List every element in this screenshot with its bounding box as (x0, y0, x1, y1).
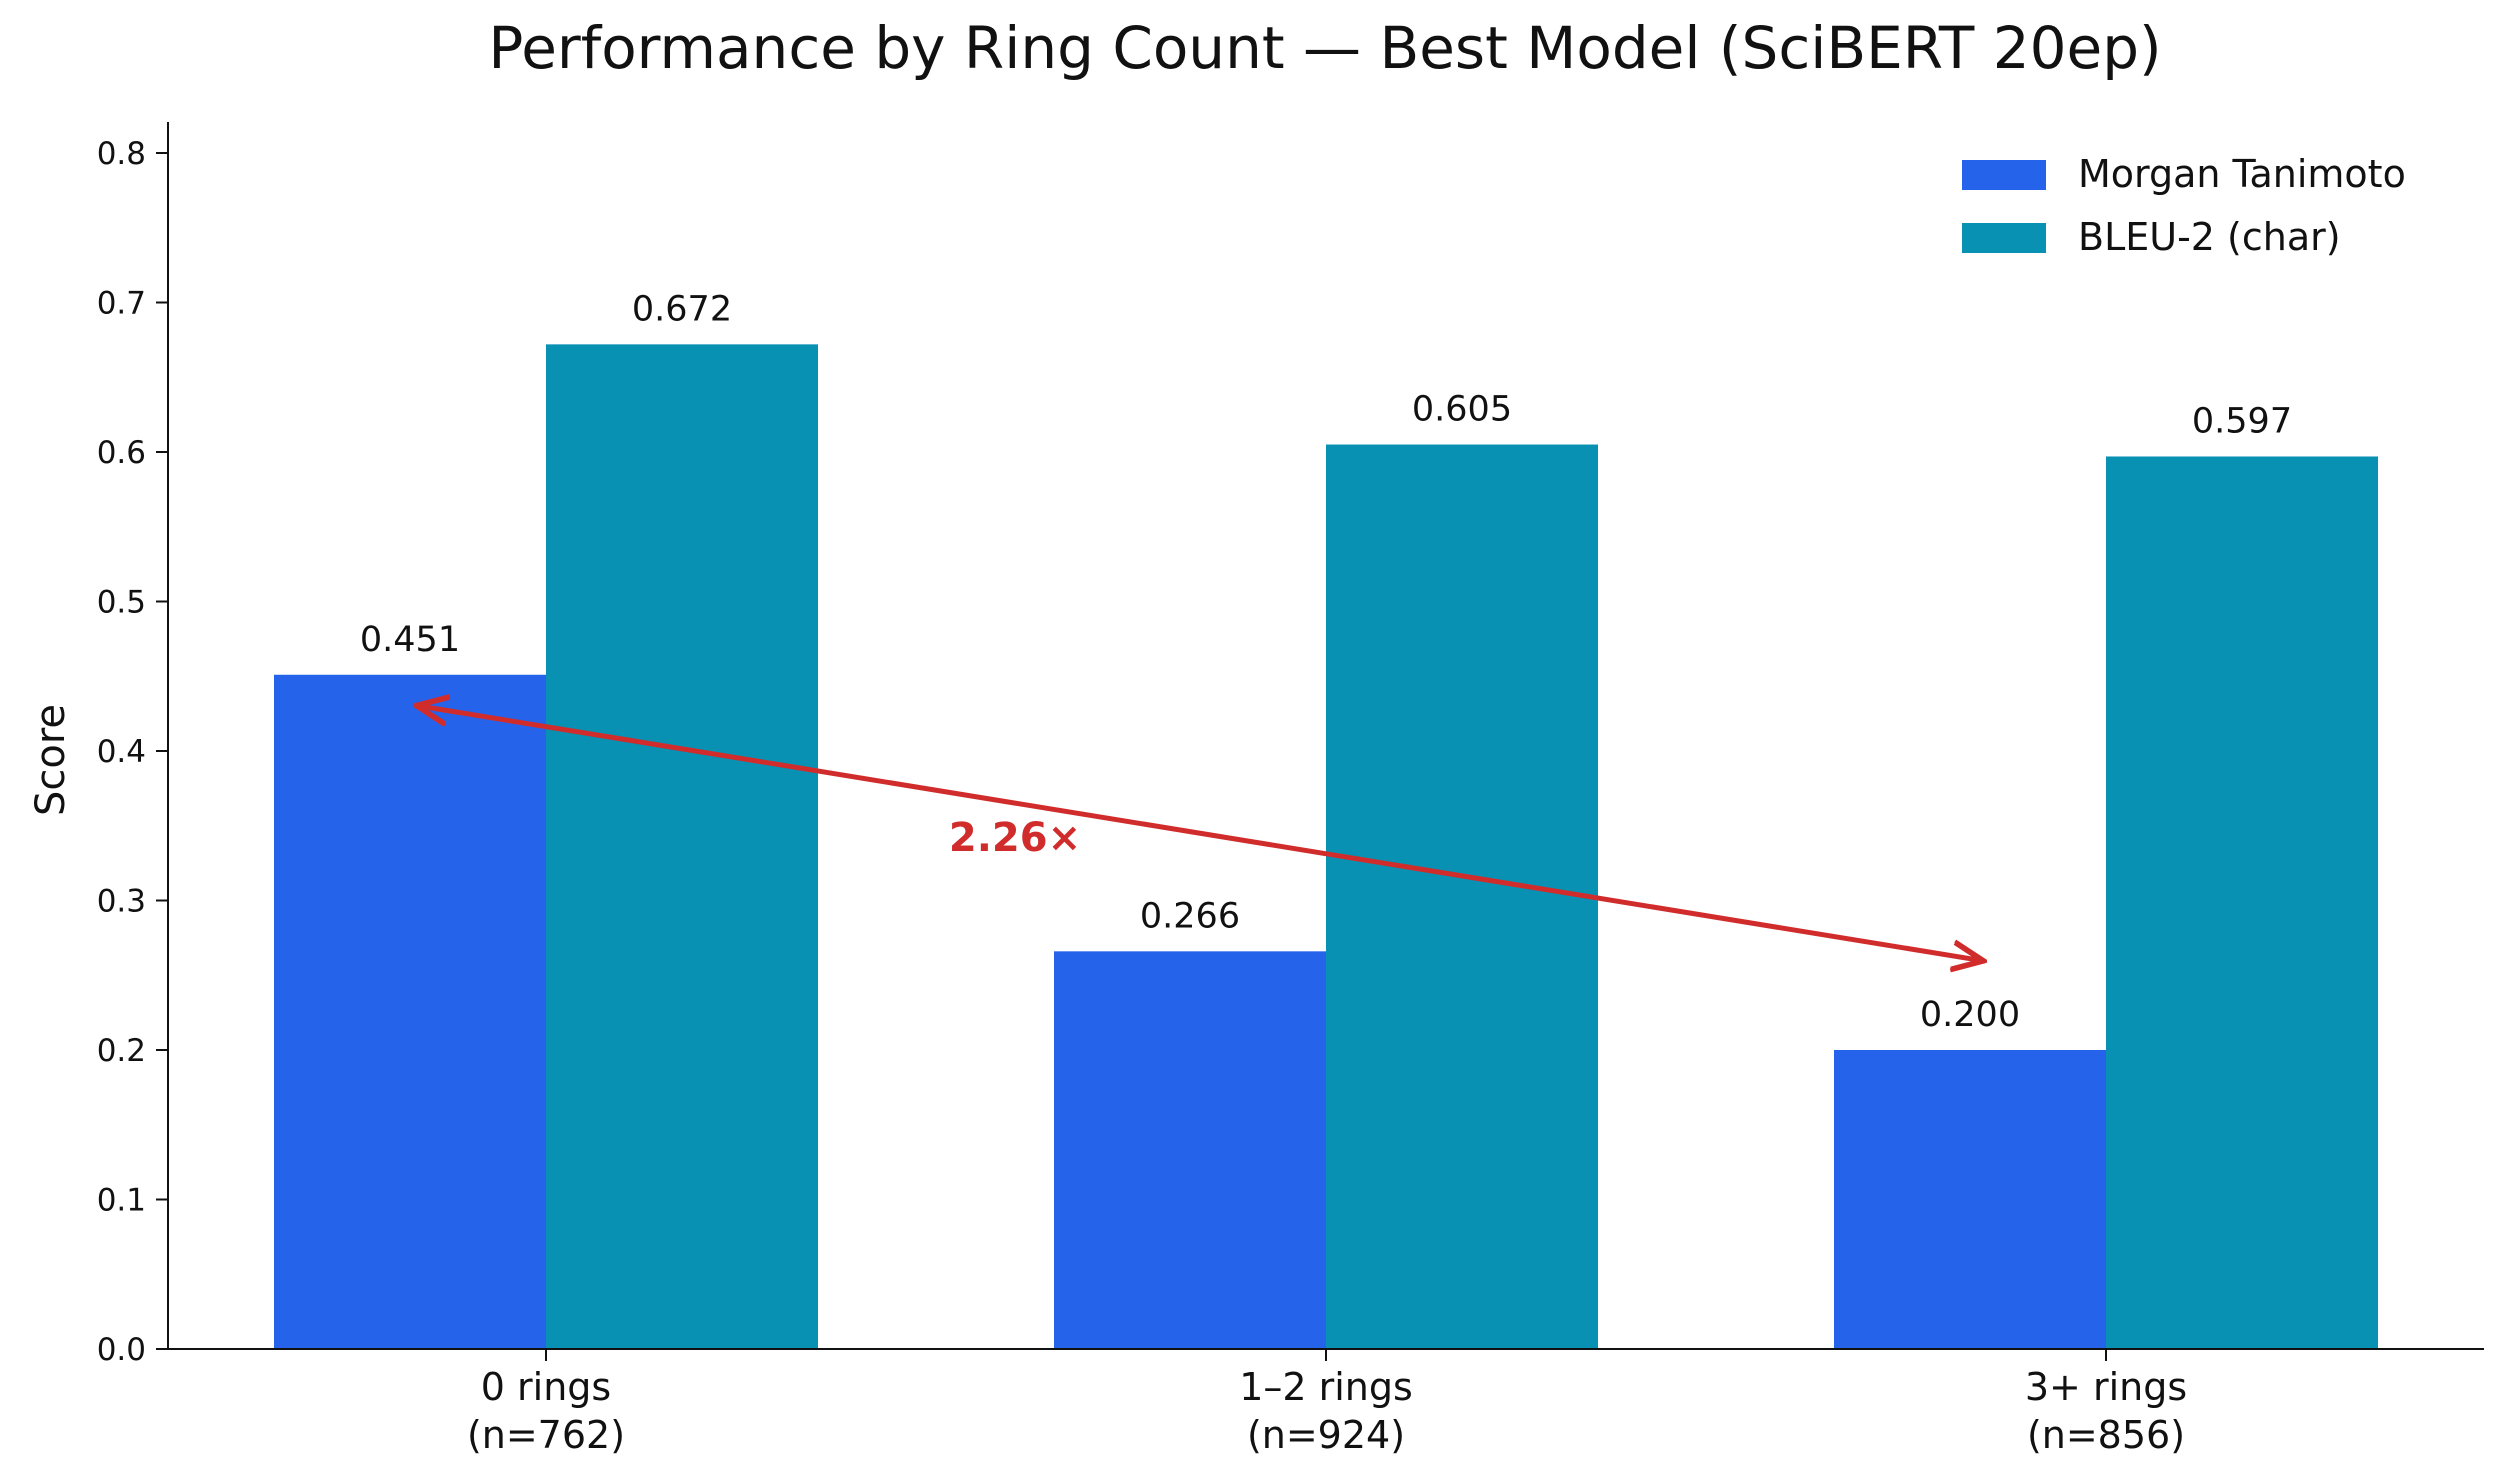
bar-bleu-2 (546, 344, 818, 1349)
ratio-annotation-label: 2.26× (949, 815, 1081, 861)
y-tick-label: 0.8 (97, 136, 146, 172)
x-tick-label: 0 rings (481, 1365, 611, 1409)
x-tick-sample-size: (n=924) (1247, 1413, 1405, 1457)
legend-swatch (1962, 223, 2046, 253)
ratio-arrow (420, 706, 1980, 960)
bar-value-label: 0.672 (632, 289, 732, 329)
bar-value-label: 0.266 (1140, 896, 1240, 936)
x-tick-label: 1–2 rings (1239, 1365, 1413, 1409)
y-ticks: 0.0 0.1 0.2 0.3 0.4 0.5 0.6 0.7 0.8 (97, 136, 168, 1368)
y-tick-label: 0.7 (97, 286, 146, 322)
y-tick-label: 0.0 (97, 1332, 146, 1368)
bar-value-label: 0.200 (1920, 995, 2020, 1035)
bars (274, 344, 2378, 1349)
y-tick-label: 0.4 (97, 734, 146, 770)
x-tick-sample-size: (n=856) (2027, 1413, 2185, 1457)
chart-title: Performance by Ring Count — Best Model (… (488, 14, 2161, 82)
bar-bleu-2 (2106, 456, 2378, 1349)
y-axis-label: Score (28, 704, 74, 816)
legend: Morgan Tanimoto BLEU-2 (char) (1962, 152, 2406, 259)
bar-bleu-2 (1326, 444, 1598, 1349)
bar-value-label: 0.597 (2192, 401, 2292, 441)
legend-label: Morgan Tanimoto (2078, 152, 2406, 196)
x-ticks: 0 rings(n=762) 1–2 rings(n=924) 3+ rings(n… (467, 1349, 2187, 1457)
bar-morgan-tanimoto (1054, 951, 1326, 1349)
legend-swatch (1962, 160, 2046, 190)
y-tick-label: 0.6 (97, 435, 146, 471)
x-tick-label: 3+ rings (2025, 1365, 2187, 1409)
y-tick-label: 0.2 (97, 1033, 146, 1069)
legend-label: BLEU-2 (char) (2078, 215, 2341, 259)
annotation: 2.26× (420, 706, 1980, 960)
y-tick-label: 0.5 (97, 585, 146, 621)
x-tick-sample-size: (n=762) (467, 1413, 625, 1457)
y-tick-label: 0.1 (97, 1183, 146, 1219)
bar-value-label: 0.451 (360, 620, 460, 660)
bar-morgan-tanimoto (274, 674, 546, 1349)
y-tick-label: 0.3 (97, 884, 146, 920)
bar-value-label: 0.605 (1412, 390, 1512, 430)
bar-morgan-tanimoto (1834, 1050, 2106, 1349)
